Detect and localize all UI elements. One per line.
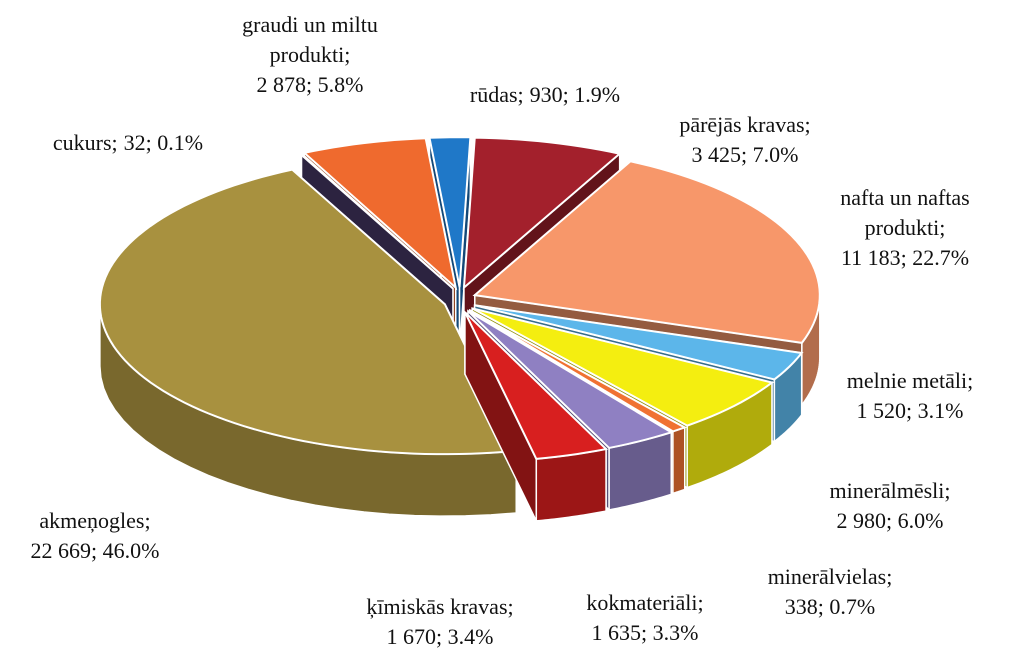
slice-label: minerālmēsli; 2 980; 6.0% <box>790 476 990 536</box>
slice-label: kokmateriāli; 1 635; 3.3% <box>560 588 730 648</box>
label-value: 32; 0.1% <box>123 130 204 155</box>
label-name: melnie metāli; <box>846 368 974 393</box>
pie-slice <box>98 168 518 456</box>
pie-slice <box>471 307 775 427</box>
label-value: 3 425; 7.0% <box>691 142 799 167</box>
slice-label: nafta un naftas produkti; 11 183; 22.7% <box>815 183 995 273</box>
slice-label: akmeņogles; 22 669; 46.0% <box>0 506 190 566</box>
pie-slice <box>298 152 454 290</box>
label-name: nafta un naftas produkti; <box>840 185 970 240</box>
label-name: ķīmiskās kravas; <box>366 594 514 619</box>
slice-label: cukurs; 32; 0.1% <box>13 128 243 158</box>
pie-slice <box>462 136 622 290</box>
label-name: pārējās kravas; <box>679 112 811 137</box>
label-name: akmeņogles; <box>39 508 151 533</box>
label-name: graudi un miltu produkti; <box>242 12 378 67</box>
pie-slice <box>464 311 609 460</box>
label-value: 22 669; 46.0% <box>30 538 160 563</box>
label-value: 930; 1.9% <box>529 82 621 107</box>
label-value: 1 670; 3.4% <box>386 624 494 649</box>
pie-slice <box>474 304 804 381</box>
label-value: 2 980; 6.0% <box>836 508 944 533</box>
label-value: 1 520; 3.1% <box>856 398 964 423</box>
slice-side <box>672 426 686 495</box>
slice-label: rūdas; 930; 1.9% <box>415 80 675 110</box>
pie-slice <box>302 137 458 291</box>
label-value: 11 183; 22.7% <box>840 245 970 270</box>
pie-slice <box>472 160 821 344</box>
label-name: minerālvielas; <box>767 564 893 589</box>
label-value: 1 635; 3.3% <box>591 620 699 645</box>
slice-label: graudi un miltu produkti; 2 878; 5.8% <box>225 10 395 100</box>
slice-label: pārējās kravas; 3 425; 7.0% <box>645 110 845 170</box>
slice-side <box>535 448 607 522</box>
slice-label: minerālvielas; 338; 0.7% <box>735 562 925 622</box>
pie-slice <box>428 136 472 288</box>
pie-slice <box>467 310 674 450</box>
label-name: cukurs; <box>52 130 118 155</box>
label-value: 2 878; 5.8% <box>256 72 364 97</box>
label-name: minerālmēsli; <box>829 478 951 503</box>
pie-slice <box>469 309 688 433</box>
label-value: 338; 0.7% <box>784 594 876 619</box>
slice-label: ķīmiskās kravas; 1 670; 3.4% <box>330 592 550 652</box>
label-name: kokmateriāli; <box>586 590 704 615</box>
label-name: rūdas; <box>469 82 524 107</box>
slice-label: melnie metāli; 1 520; 3.1% <box>820 366 1000 426</box>
